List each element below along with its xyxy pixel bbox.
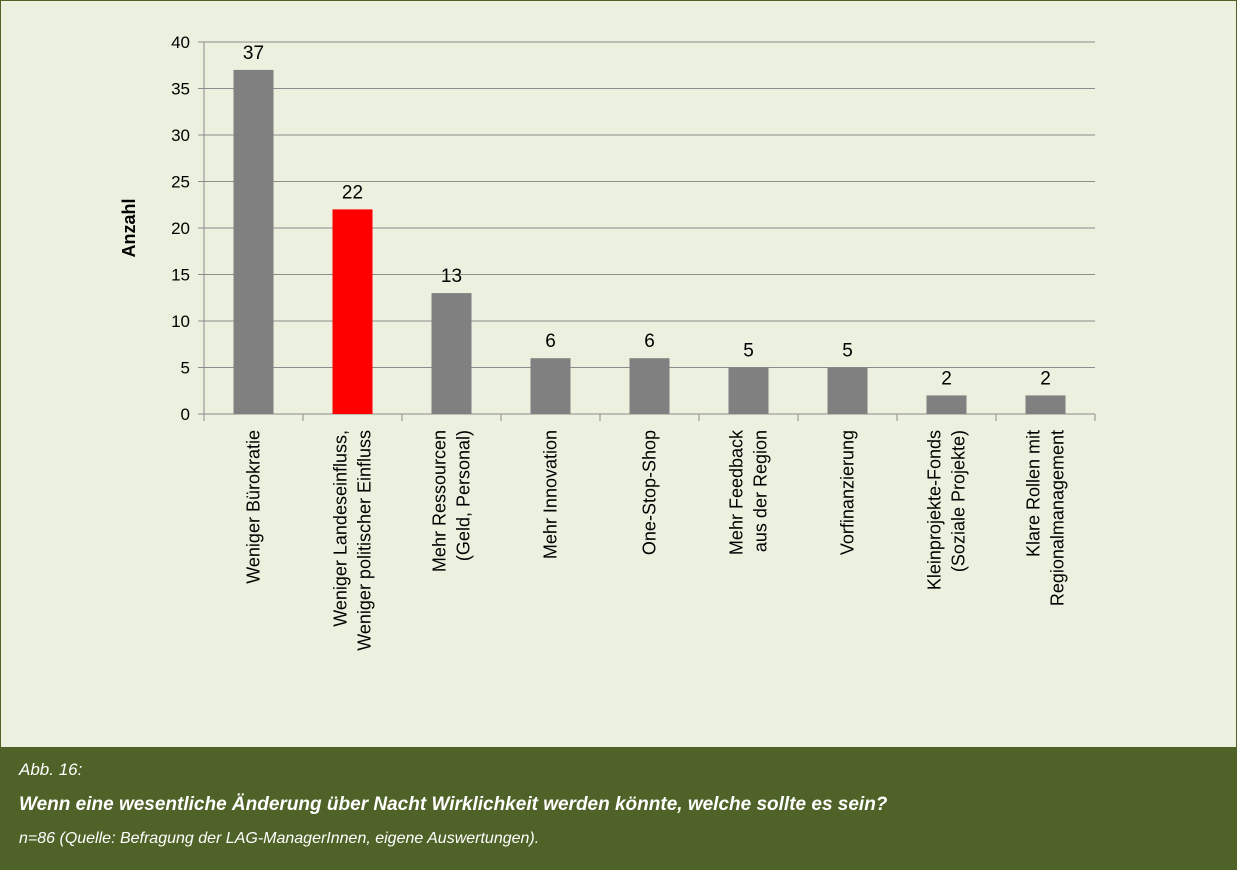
y-tick-label: 10 — [171, 312, 190, 331]
category-label: Weniger politischer Einfluss — [355, 430, 375, 651]
category-label: Klare Rollen mit — [1024, 430, 1044, 557]
y-tick-label: 5 — [181, 359, 190, 378]
category-label: Mehr Innovation — [541, 430, 561, 559]
bar — [926, 395, 967, 414]
data-label: 6 — [644, 331, 655, 352]
y-tick-label: 40 — [171, 33, 190, 52]
bar — [530, 358, 571, 414]
data-label: 2 — [941, 368, 952, 389]
bar — [728, 367, 769, 414]
data-label: 6 — [545, 331, 556, 352]
figure-number: Abb. 16: — [19, 760, 83, 779]
category-label: Regionalmanagement — [1048, 430, 1068, 606]
category-label: Weniger Bürokratie — [244, 430, 264, 584]
figure-title: Wenn eine wesentliche Änderung über Nach… — [19, 794, 888, 815]
y-tick-label: 30 — [171, 126, 190, 145]
y-tick-label: 35 — [171, 80, 190, 99]
y-tick-label: 0 — [181, 405, 190, 424]
bar — [233, 69, 274, 415]
y-tick-label: 15 — [171, 266, 190, 285]
figure-source: n=86 (Quelle: Befragung der LAG-ManagerI… — [19, 830, 540, 847]
data-label: 5 — [842, 341, 853, 362]
category-label: One-Stop-Shop — [640, 430, 660, 555]
data-label: 2 — [1040, 368, 1051, 389]
category-label: (Geld, Personal) — [454, 430, 474, 561]
category-label: aus der Region — [751, 430, 771, 552]
data-label: 5 — [743, 341, 754, 362]
category-label: (Soziale Projekte) — [949, 430, 969, 572]
bar — [1025, 395, 1066, 414]
category-label: Kleinprojekte-Fonds — [925, 430, 945, 590]
category-label: Vorfinanzierung — [838, 430, 858, 555]
category-label: Weniger Landeseinfluss, — [331, 430, 351, 627]
bar — [629, 358, 670, 414]
data-label: 37 — [243, 43, 264, 64]
bar — [332, 209, 373, 414]
y-tick-label: 25 — [171, 173, 190, 192]
y-tick-label: 20 — [171, 219, 190, 238]
data-label: 22 — [342, 182, 363, 203]
figure-caption: Abb. 16: Wenn eine wesentliche Änderung … — [1, 747, 1236, 869]
data-label: 13 — [441, 266, 462, 287]
bar — [827, 367, 868, 414]
category-label: Mehr Ressourcen — [430, 430, 450, 572]
category-label: Mehr Feedback — [727, 429, 747, 555]
bar — [431, 293, 472, 414]
y-axis-title: Anzahl — [119, 198, 139, 257]
